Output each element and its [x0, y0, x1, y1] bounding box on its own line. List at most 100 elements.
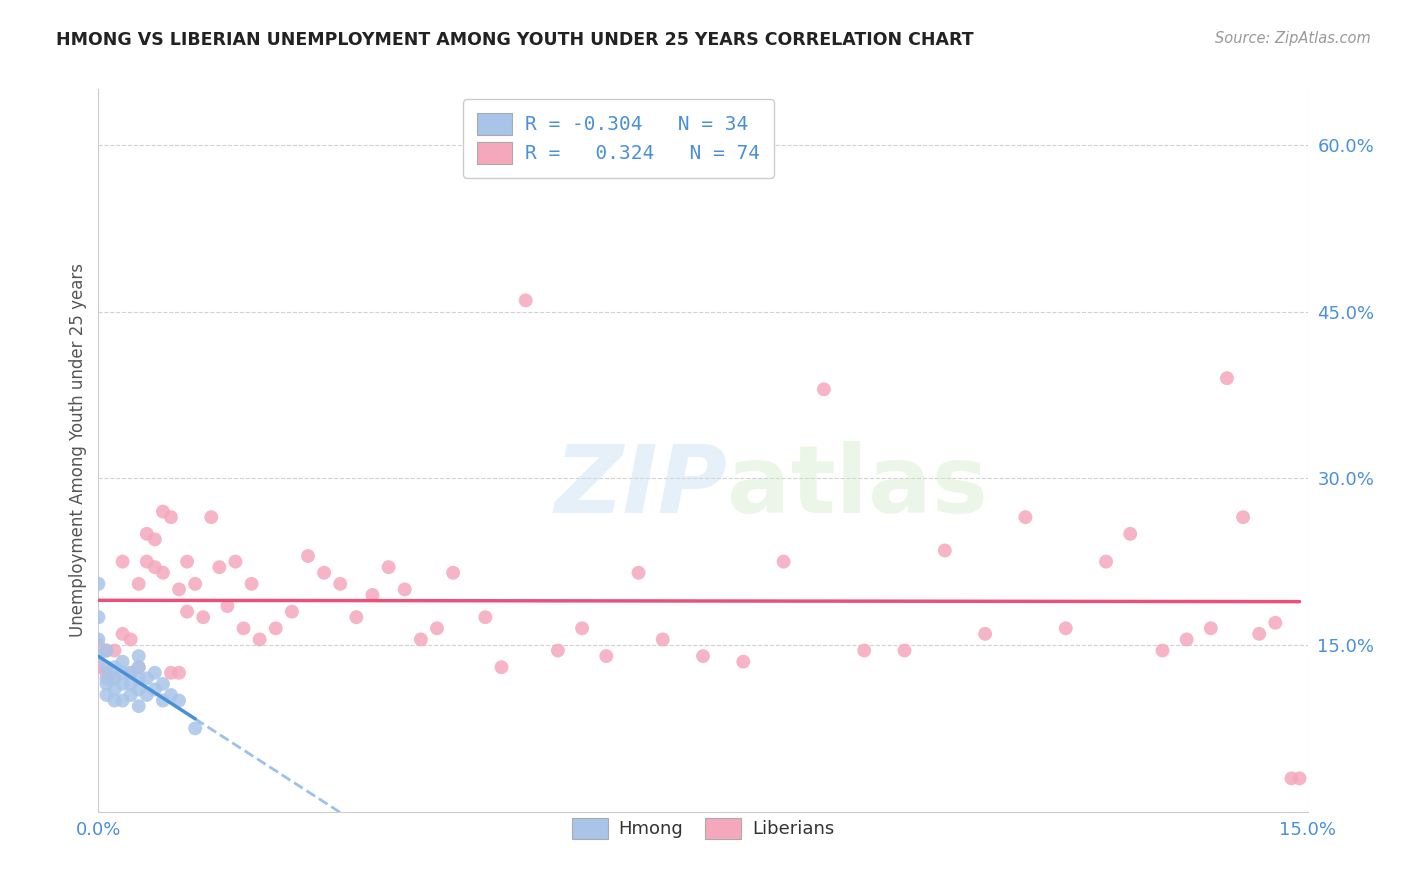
Point	[111, 677, 134, 691]
Point	[344, 610, 367, 624]
Point	[571, 621, 593, 635]
Point	[143, 533, 166, 547]
Point	[87, 610, 110, 624]
Point	[208, 560, 231, 574]
Point	[1152, 643, 1174, 657]
Point	[143, 665, 166, 680]
Point	[152, 693, 174, 707]
Point	[87, 649, 110, 664]
Point	[111, 627, 134, 641]
Point	[135, 688, 157, 702]
Point	[143, 560, 166, 574]
Point	[120, 632, 142, 647]
Point	[692, 649, 714, 664]
Point	[240, 577, 263, 591]
Point	[87, 577, 110, 591]
Point	[1095, 555, 1118, 569]
Point	[474, 610, 496, 624]
Point	[96, 660, 118, 674]
Point	[491, 660, 513, 674]
Point	[128, 577, 150, 591]
Point	[135, 555, 157, 569]
Point	[1288, 772, 1310, 786]
Point	[200, 510, 222, 524]
Point	[111, 693, 134, 707]
Point	[96, 643, 118, 657]
Point	[394, 582, 416, 597]
Point	[152, 566, 174, 580]
Point	[974, 627, 997, 641]
Point	[160, 665, 183, 680]
Point	[120, 665, 142, 680]
Point	[176, 605, 198, 619]
Point	[314, 566, 336, 580]
Point	[224, 555, 246, 569]
Point	[249, 632, 271, 647]
Point	[297, 549, 319, 563]
Point	[515, 293, 537, 308]
Point	[103, 671, 125, 685]
Point	[111, 655, 134, 669]
Text: HMONG VS LIBERIAN UNEMPLOYMENT AMONG YOUTH UNDER 25 YEARS CORRELATION CHART: HMONG VS LIBERIAN UNEMPLOYMENT AMONG YOU…	[56, 31, 974, 49]
Point	[595, 649, 617, 664]
Point	[135, 526, 157, 541]
Point	[934, 543, 956, 558]
Point	[135, 671, 157, 685]
Text: atlas: atlas	[727, 441, 988, 533]
Point	[193, 610, 215, 624]
Point	[1199, 621, 1222, 635]
Point	[96, 688, 118, 702]
Point	[96, 643, 118, 657]
Point	[103, 660, 125, 674]
Point	[128, 699, 150, 714]
Point	[128, 649, 150, 664]
Point	[167, 665, 190, 680]
Point	[128, 660, 150, 674]
Point	[143, 682, 166, 697]
Point	[120, 677, 142, 691]
Point	[152, 505, 174, 519]
Point	[1264, 615, 1286, 630]
Point	[1232, 510, 1254, 524]
Text: Source: ZipAtlas.com: Source: ZipAtlas.com	[1215, 31, 1371, 46]
Point	[1249, 627, 1271, 641]
Point	[627, 566, 650, 580]
Point	[96, 671, 118, 685]
Point	[426, 621, 449, 635]
Point	[651, 632, 673, 647]
Point	[103, 682, 125, 697]
Point	[361, 588, 384, 602]
Point	[232, 621, 254, 635]
Point	[547, 643, 569, 657]
Point	[103, 693, 125, 707]
Point	[264, 621, 287, 635]
Point	[111, 555, 134, 569]
Point	[128, 682, 150, 697]
Point	[1054, 621, 1077, 635]
Point	[152, 677, 174, 691]
Point	[103, 671, 125, 685]
Point	[160, 688, 183, 702]
Point	[893, 643, 915, 657]
Point	[281, 605, 304, 619]
Point	[128, 660, 150, 674]
Point	[167, 693, 190, 707]
Point	[1014, 510, 1036, 524]
Point	[87, 638, 110, 652]
Point	[1175, 632, 1198, 647]
Point	[409, 632, 432, 647]
Point	[853, 643, 876, 657]
Point	[772, 555, 794, 569]
Point	[1119, 526, 1142, 541]
Y-axis label: Unemployment Among Youth under 25 years: Unemployment Among Youth under 25 years	[69, 263, 87, 638]
Point	[87, 660, 110, 674]
Point	[111, 665, 134, 680]
Point	[184, 577, 207, 591]
Point	[160, 510, 183, 524]
Point	[167, 582, 190, 597]
Point	[87, 632, 110, 647]
Point	[813, 382, 835, 396]
Point	[120, 665, 142, 680]
Point	[441, 566, 464, 580]
Point	[96, 665, 118, 680]
